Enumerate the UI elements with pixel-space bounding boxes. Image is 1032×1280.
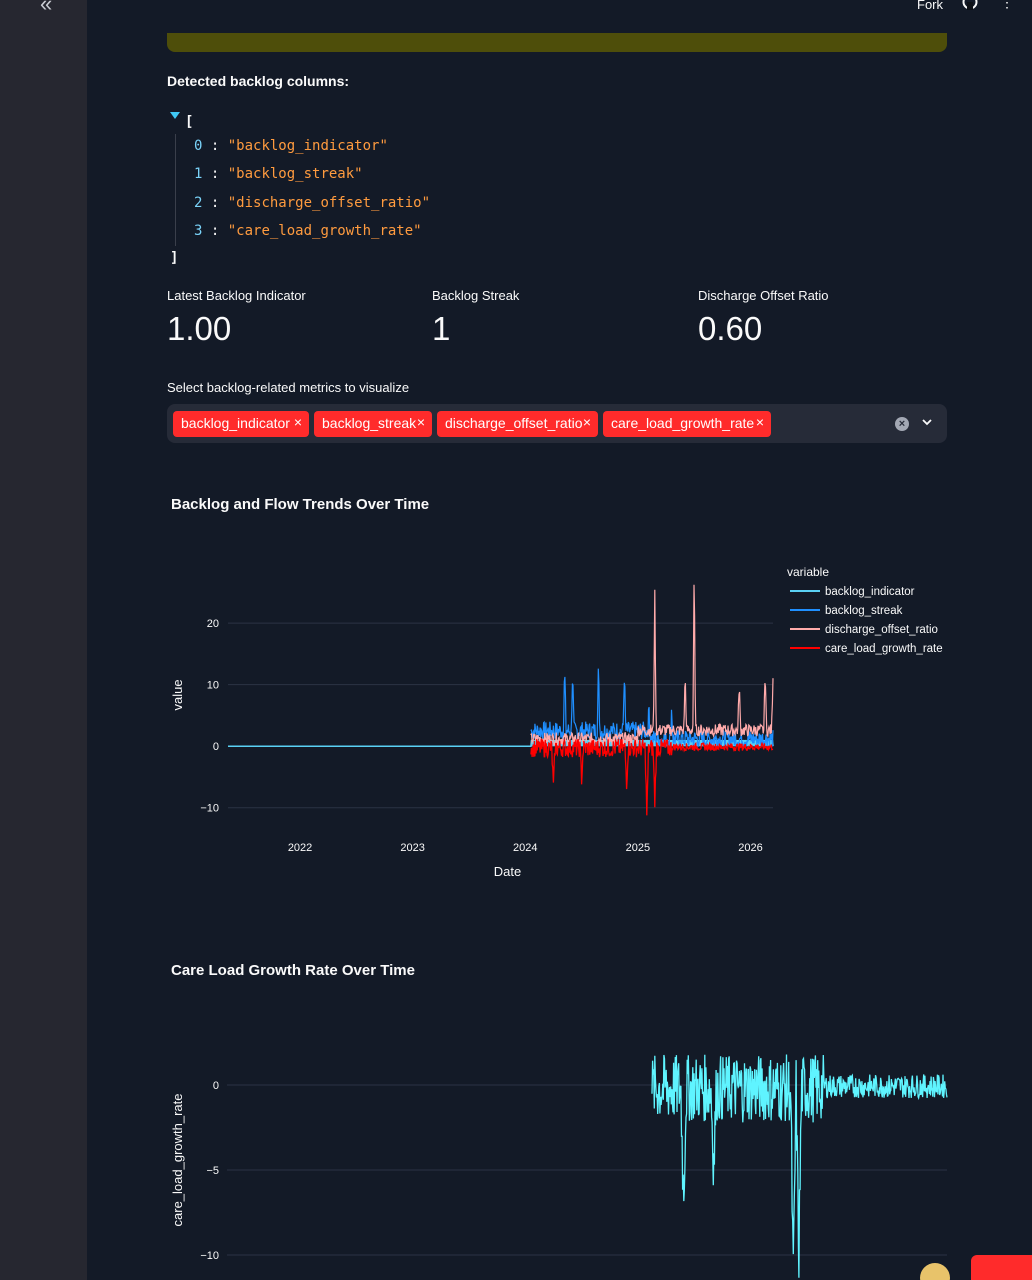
y-tick-label: −5 bbox=[206, 1165, 219, 1177]
collapse-sidebar-icon[interactable]: « bbox=[40, 0, 53, 16]
y-axis-label: care_load_growth_rate bbox=[170, 1094, 185, 1227]
series-care-load-growth-rate bbox=[651, 1054, 948, 1278]
json-indent-guide bbox=[175, 134, 176, 246]
metric-value-backlog-indicator: 1.00 bbox=[167, 310, 232, 347]
json-item: 3 : "care_load_growth_rate" bbox=[194, 223, 422, 239]
legend-label: care_load_growth_rate bbox=[825, 643, 943, 655]
github-icon[interactable] bbox=[962, 0, 978, 10]
y-tick-label: −10 bbox=[200, 1250, 219, 1262]
metric-label-backlog-indicator: Latest Backlog Indicator bbox=[167, 288, 306, 303]
json-close-bracket: ] bbox=[170, 250, 179, 266]
x-tick-label: 2023 bbox=[400, 842, 424, 854]
remove-tag-icon[interactable]: × bbox=[293, 414, 302, 430]
legend-label: backlog_indicator bbox=[825, 586, 915, 598]
metric-label-discharge-offset: Discharge Offset Ratio bbox=[698, 288, 829, 303]
x-axis-label: Date bbox=[494, 864, 521, 879]
metric-value-backlog-streak: 1 bbox=[432, 310, 451, 347]
chart1-title: Backlog and Flow Trends Over Time bbox=[171, 496, 430, 513]
json-item: 0 : "backlog_indicator" bbox=[194, 138, 388, 154]
main-content: Detected backlog columns: [ 0 : "backlog… bbox=[87, 0, 1032, 1280]
x-tick-label: 2025 bbox=[626, 842, 650, 854]
json-item: 1 : "backlog_streak" bbox=[194, 166, 363, 182]
fork-button[interactable]: Fork bbox=[917, 0, 943, 12]
main-menu-icon[interactable]: ⋮ bbox=[1000, 0, 1014, 10]
legend-label: discharge_offset_ratio bbox=[825, 624, 938, 636]
json-item: 2 : "discharge_offset_ratio" bbox=[194, 195, 431, 211]
remove-tag-icon[interactable]: × bbox=[582, 414, 591, 430]
series-care-load-growth-rate bbox=[530, 738, 774, 816]
y-tick-label: −10 bbox=[200, 803, 219, 815]
remove-tag-icon[interactable]: × bbox=[755, 414, 764, 430]
metrics-multiselect[interactable]: backlog_indicator × backlog_streak × disch… bbox=[167, 404, 947, 443]
y-tick-label: 0 bbox=[213, 1080, 219, 1092]
collapse-json-icon[interactable] bbox=[170, 112, 180, 119]
backlog-trends-chart[interactable]: −10 0 10 20 2022 2023 2024 2025 2026 Date value var… bbox=[167, 530, 947, 890]
y-tick-label: 0 bbox=[213, 741, 219, 753]
y-tick-label: 10 bbox=[207, 680, 219, 692]
y-axis-label: value bbox=[170, 679, 185, 710]
series-discharge-offset-ratio bbox=[530, 584, 774, 746]
care-load-chart[interactable]: 0 −5 −10 care_load_growth_rate bbox=[167, 1000, 957, 1280]
remove-tag-icon[interactable]: × bbox=[416, 414, 425, 430]
tag-care-load-growth-rate: care_load_growth_rate × bbox=[603, 411, 771, 437]
sidebar: « bbox=[0, 0, 87, 1280]
x-tick-label: 2022 bbox=[288, 842, 312, 854]
multiselect-label: Select backlog-related metrics to visual… bbox=[167, 380, 410, 395]
chevron-down-icon[interactable] bbox=[922, 417, 932, 427]
x-tick-label: 2026 bbox=[738, 842, 762, 854]
tag-backlog-streak: backlog_streak × bbox=[314, 411, 432, 437]
detected-columns-caption: Detected backlog columns: bbox=[167, 73, 350, 89]
metric-value-discharge-offset: 0.60 bbox=[698, 310, 763, 347]
series-backlog-streak bbox=[530, 668, 774, 748]
y-tick-label: 20 bbox=[207, 618, 219, 630]
streamlit-badge[interactable] bbox=[971, 1255, 1032, 1280]
warning-alert bbox=[167, 33, 947, 52]
avatar[interactable] bbox=[920, 1263, 950, 1280]
tag-discharge-offset-ratio: discharge_offset_ratio × bbox=[437, 411, 598, 437]
json-open-bracket: [ bbox=[185, 114, 194, 130]
metric-label-backlog-streak: Backlog Streak bbox=[432, 288, 520, 303]
tag-backlog-indicator: backlog_indicator × bbox=[173, 411, 309, 437]
legend-label: backlog_streak bbox=[825, 605, 903, 617]
x-tick-label: 2024 bbox=[513, 842, 537, 854]
clear-all-icon[interactable]: × bbox=[895, 417, 909, 431]
legend-title: variable bbox=[787, 565, 829, 579]
chart2-title: Care Load Growth Rate Over Time bbox=[171, 962, 415, 979]
